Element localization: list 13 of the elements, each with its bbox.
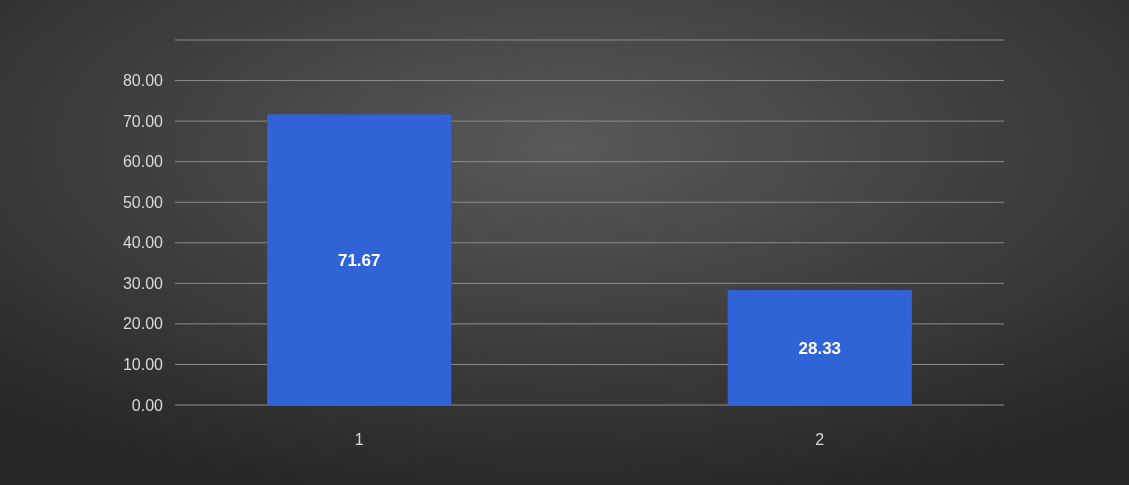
y-tick-label: 80.00 xyxy=(122,72,164,90)
y-tick-label: 30.00 xyxy=(122,274,164,292)
y-tick-label: 40.00 xyxy=(122,234,164,252)
data-label: 71.67 xyxy=(337,250,381,270)
y-tick-label: 70.00 xyxy=(122,112,164,130)
x-tick-label: 1 xyxy=(354,431,364,448)
y-tick-label: 60.00 xyxy=(122,153,164,171)
y-tick-label: 50.00 xyxy=(122,193,164,211)
data-label: 28.33 xyxy=(798,338,842,358)
y-tick-label: 20.00 xyxy=(122,315,164,333)
y-tick-label: 10.00 xyxy=(122,356,164,374)
x-tick-label: 2 xyxy=(815,431,825,448)
y-tick-label: 0.00 xyxy=(131,396,164,414)
